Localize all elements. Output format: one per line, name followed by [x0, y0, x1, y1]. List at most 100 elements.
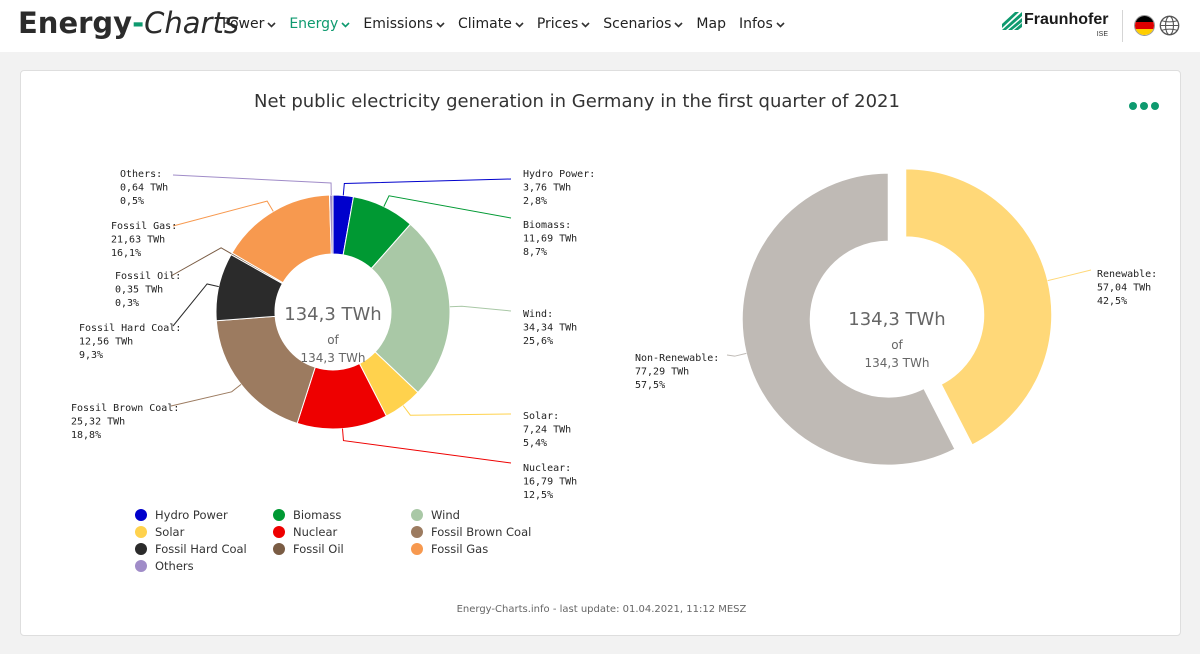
chevron-down-icon [776, 21, 785, 28]
chevron-down-icon [436, 21, 445, 28]
nav-item-label: Infos [738, 16, 773, 32]
center-of: of [891, 338, 903, 352]
connector-fossil-oil [170, 247, 232, 277]
legend-color-dot [273, 509, 285, 521]
legend-item-fossil-hard-coal[interactable]: Fossil Hard Coal [135, 542, 273, 556]
connector-fossil-brown-coal [170, 383, 242, 407]
legend-label: Biomass [293, 508, 342, 522]
legend-color-dot [135, 526, 147, 538]
legend-item-solar[interactable]: Solar [135, 525, 273, 539]
connector-hydro-power [342, 178, 512, 196]
connector-non-renewable [726, 352, 747, 357]
logo-text-italic: Charts [144, 6, 239, 40]
fraunhofer-logo[interactable]: Fraunhofer ISE [1002, 11, 1114, 43]
nav-item-energy[interactable]: Energy [289, 16, 350, 32]
chart-title: Net public electricity generation in Ger… [254, 91, 900, 112]
brand-subtitle: ISE [1096, 31, 1108, 38]
data-label-fossil-oil: Fossil Oil: 0,35 TWh 0,3% [115, 271, 181, 309]
center-total: 134,3 TWh [848, 309, 945, 330]
legend-label: Fossil Brown Coal [431, 525, 532, 539]
connector-fossil-gas [172, 200, 274, 227]
main-menu: Power Energy Emissions Climate Prices Scenari… [222, 16, 785, 32]
chart-menu-button[interactable] [1129, 100, 1161, 112]
logo-dash: - [132, 6, 145, 40]
donut-chart-1: Hydro Power: 3,76 TWh 2,8% Biomass: 11,69 TW… [71, 169, 595, 501]
nav-item-map[interactable]: Map [696, 16, 726, 32]
legend-label: Fossil Gas [431, 542, 489, 556]
nav-item-label: Map [696, 16, 726, 32]
chevron-down-icon [341, 21, 350, 28]
nav-item-label: Power [222, 16, 265, 32]
connector-nuclear [341, 428, 512, 464]
legend-item-nuclear[interactable]: Nuclear [273, 525, 411, 539]
legend-item-fossil-gas[interactable]: Fossil Gas [411, 542, 561, 556]
legend-item-others[interactable]: Others [135, 559, 273, 573]
data-label-non-renewable: Non-Renewable: 77,29 TWh 57,5% [635, 353, 719, 391]
slice-wind[interactable] [370, 223, 451, 394]
donut-center-label: 134,3 TWh of 134,3 TWh [848, 309, 945, 370]
legend-color-dot [273, 526, 285, 538]
top-navigation-bar: Energy-Charts Power Energy Emissions Climat… [0, 0, 1200, 52]
nav-item-infos[interactable]: Infos [739, 16, 785, 32]
chart-card: Net public electricity generation in Ger… [20, 70, 1181, 636]
donut-chart-2: Renewable: 57,04 TWh 42,5% Non-Renewable: 77… [635, 168, 1157, 466]
nav-item-scenarios[interactable]: Scenarios [603, 16, 683, 32]
legend-item-biomass[interactable]: Biomass [273, 508, 411, 522]
legend-label: Fossil Hard Coal [155, 542, 247, 556]
center-total: 134,3 TWh [284, 304, 381, 325]
legend-item-wind[interactable]: Wind [411, 508, 561, 522]
data-label-biomass: Biomass: 11,69 TWh 8,7% [523, 220, 577, 258]
legend-item-fossil-brown-coal[interactable]: Fossil Brown Coal [411, 525, 561, 539]
connector-renewable [1047, 269, 1092, 282]
legend-color-dot [411, 526, 423, 538]
legend-color-dot [135, 543, 147, 555]
slice-non-renewable[interactable] [741, 172, 956, 466]
nav-item-label: Scenarios [603, 16, 672, 32]
center-sub: 134,3 TWh [865, 356, 930, 370]
chevron-down-icon [674, 21, 683, 28]
site-logo[interactable]: Energy-Charts [18, 6, 239, 40]
data-label-wind: Wind: 34,34 TWh 25,6% [523, 309, 577, 347]
data-label-fossil-brown-coal: Fossil Brown Coal: 25,32 TWh 18,8% [71, 403, 179, 441]
german-flag-icon[interactable] [1134, 15, 1155, 36]
legend-label: Fossil Oil [293, 542, 344, 556]
legend-color-dot [411, 543, 423, 555]
data-label-hydro-power: Hydro Power: 3,76 TWh 2,8% [523, 169, 595, 207]
nav-item-label: Climate [457, 16, 512, 32]
data-label-others: Others: 0,64 TWh 0,5% [120, 169, 168, 207]
legend-color-dot [135, 560, 147, 572]
data-label-nuclear: Nuclear: 16,79 TWh 12,5% [523, 463, 577, 501]
legend-color-dot [273, 543, 285, 555]
nav-item-prices[interactable]: Prices [537, 16, 590, 32]
nav-item-power[interactable]: Power [222, 16, 276, 32]
legend-item-fossil-oil[interactable]: Fossil Oil [273, 542, 411, 556]
globe-icon[interactable] [1159, 15, 1180, 36]
header-divider [1122, 10, 1123, 42]
logo-text-bold: Energy [18, 6, 133, 40]
nav-item-emissions[interactable]: Emissions [363, 16, 445, 32]
connector-others [172, 174, 332, 196]
connector-biomass [383, 195, 512, 219]
fraunhofer-mark-icon [1002, 12, 1022, 30]
slice-others[interactable] [328, 194, 334, 255]
center-of: of [327, 333, 339, 347]
data-label-fossil-gas: Fossil Gas: 21,63 TWh 16,1% [111, 221, 177, 259]
donut-center-label: 134,3 TWh of 134,3 TWh [284, 304, 381, 365]
brand-name: Fraunhofer [1024, 11, 1109, 28]
legend-color-dot [411, 509, 423, 521]
legend-label: Hydro Power [155, 508, 228, 522]
legend-label: Solar [155, 525, 185, 539]
legend-label: Wind [431, 508, 460, 522]
nav-item-label: Energy [289, 16, 339, 32]
chart-legend: Hydro Power Biomass Wind Solar Nuclear Fossil… [135, 508, 575, 573]
nav-item-label: Emissions [363, 16, 433, 32]
slice-renewable[interactable] [905, 168, 1053, 446]
chevron-down-icon [515, 21, 524, 28]
chevron-down-icon [267, 21, 276, 28]
slice-fossil-brown-coal[interactable] [215, 315, 316, 424]
connector-wind [449, 305, 512, 312]
connector-solar [402, 405, 512, 416]
data-label-renewable: Renewable: 57,04 TWh 42,5% [1097, 269, 1157, 307]
legend-item-hydro-power[interactable]: Hydro Power [135, 508, 273, 522]
nav-item-climate[interactable]: Climate [458, 16, 524, 32]
